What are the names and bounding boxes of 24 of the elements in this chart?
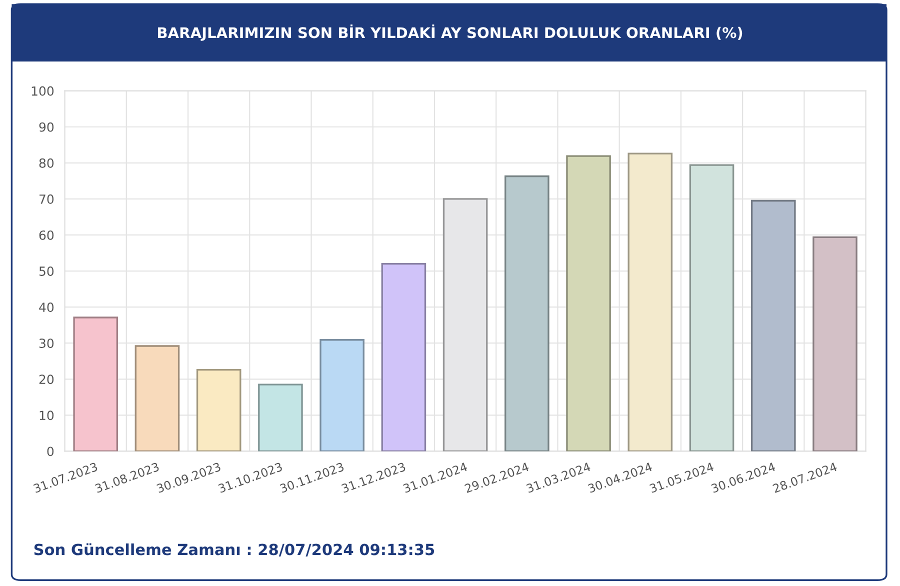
y-tick-label: 90: [39, 122, 54, 132]
bar: [134, 345, 180, 452]
y-tick-label: 50: [39, 266, 54, 276]
y-tick-label: 30: [39, 338, 54, 348]
bar: [812, 236, 858, 452]
y-tick-label: 40: [39, 302, 54, 312]
bar: [258, 384, 303, 452]
bar: [504, 175, 550, 452]
bar: [750, 200, 796, 452]
chart-title: BARAJLARIMIZIN SON BİR YILDAKİ AY SONLARI DOLULUK ORANLARI (%): [158, 24, 742, 41]
bar: [196, 368, 242, 452]
y-tick-label: 80: [39, 158, 54, 168]
y-tick-label: 100: [32, 86, 54, 96]
y-tick-label: 20: [39, 374, 54, 384]
bar: [320, 339, 364, 452]
y-tick-label: 60: [39, 230, 54, 240]
y-tick-label: 10: [40, 410, 54, 420]
bar: [628, 152, 673, 452]
bar: [566, 155, 611, 452]
bar: [381, 262, 426, 452]
bar: [73, 316, 118, 452]
text: Son Güncelleme Zamanı : 28/07/2024 09:13:35: [34, 543, 434, 556]
y-tick-label: 0: [47, 446, 54, 456]
y-tick-label: 70: [40, 194, 54, 204]
